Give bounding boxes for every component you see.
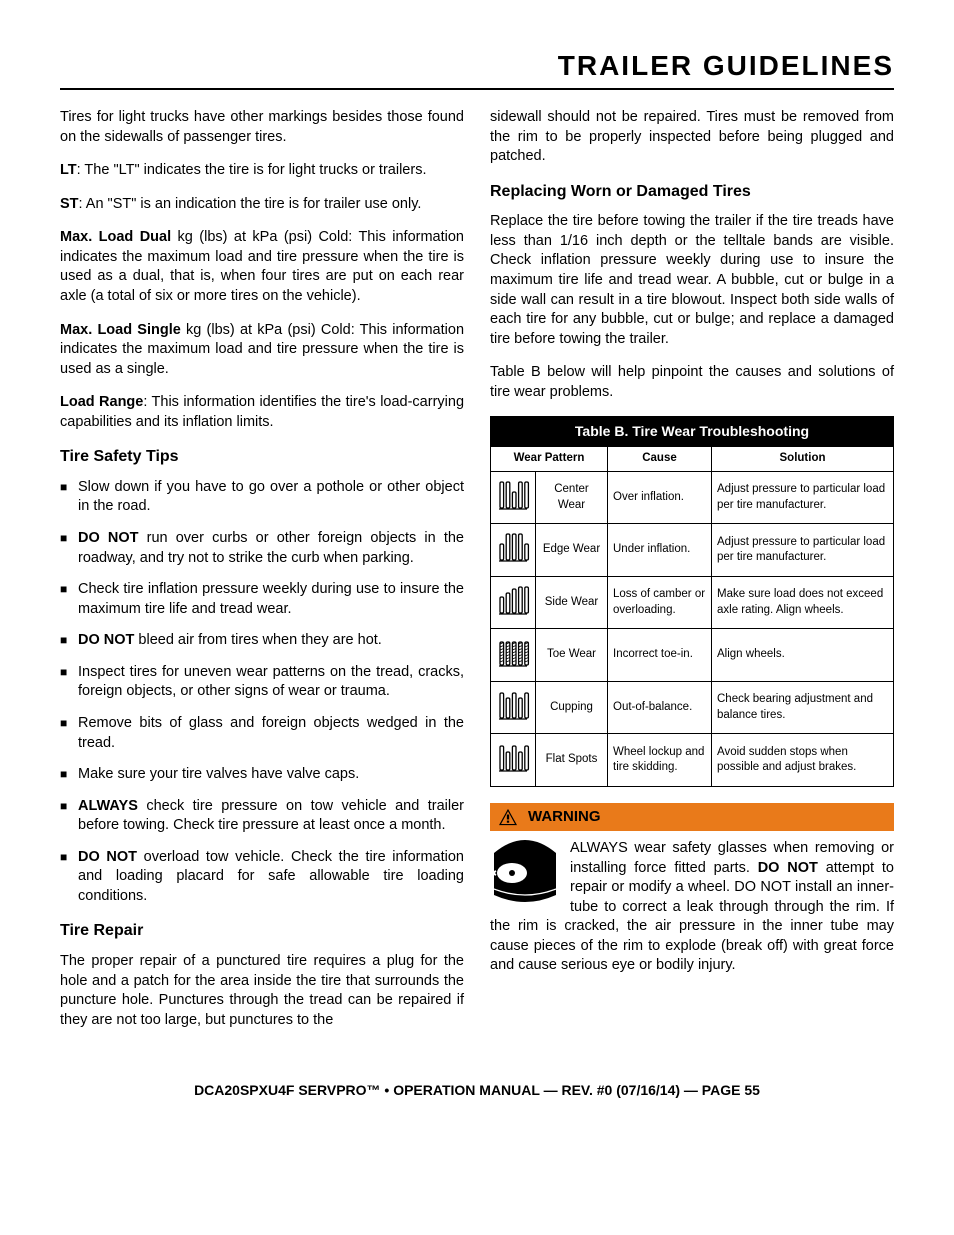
safety-tip-item: Remove bits of glass and foreign objects…	[60, 714, 464, 753]
intro-paragraph: Tires for light trucks have other markin…	[60, 108, 464, 147]
table-row: Side WearLoss of camber or overloading.M…	[491, 576, 894, 629]
safety-tip-item: Check tire inflation pressure weekly dur…	[60, 580, 464, 619]
content-columns: Tires for light trucks have other markin…	[60, 108, 894, 1044]
st-paragraph: ST: An "ST" is an indication the tire is…	[60, 195, 464, 215]
wear-solution: Adjust pressure to particular load per t…	[712, 471, 894, 524]
page-title: TRAILER GUIDELINES	[60, 50, 894, 82]
header-wear-pattern: Wear Pattern	[491, 447, 608, 472]
wear-solution: Avoid sudden stops when possible and adj…	[712, 734, 894, 787]
page-footer: DCA20SPXU4F SERVPRO™ • OPERATION MANUAL …	[60, 1082, 894, 1098]
wear-pattern-icon	[491, 734, 536, 787]
lt-paragraph: LT: The "LT" indicates the tire is for l…	[60, 161, 464, 181]
wear-cause: Under inflation.	[608, 524, 712, 577]
table-intro-paragraph: Table B below will help pinpoint the cau…	[490, 363, 894, 402]
safety-tip-item: Inspect tires for uneven wear patterns o…	[60, 663, 464, 702]
tire-repair-paragraph: The proper repair of a punctured tire re…	[60, 952, 464, 1030]
wear-cause: Over inflation.	[608, 471, 712, 524]
wear-cause: Wheel lockup and tire skidding.	[608, 734, 712, 787]
table-row: Flat SpotsWheel lockup and tire skidding…	[491, 734, 894, 787]
safety-tip-item: DO NOT run over curbs or other foreign o…	[60, 529, 464, 568]
warning-box: WARNING ALWAYS wear safety glasses when …	[490, 803, 894, 976]
safety-tip-item: Slow down if you have to go over a potho…	[60, 478, 464, 517]
table-row: Edge WearUnder inflation.Adjust pressure…	[491, 524, 894, 577]
warning-header: WARNING	[490, 803, 894, 831]
tire-repair-heading: Tire Repair	[60, 920, 464, 942]
wear-cause: Incorrect toe-in.	[608, 629, 712, 682]
right-column: sidewall should not be repaired. Tires m…	[490, 108, 894, 1044]
load-range-paragraph: Load Range: This information identifies …	[60, 393, 464, 432]
wear-pattern-icon	[491, 576, 536, 629]
header-cause: Cause	[608, 447, 712, 472]
table-row: Center WearOver inflation.Adjust pressur…	[491, 471, 894, 524]
tire-wear-table-wrap: Table B. Tire Wear Troubleshooting Wear …	[490, 416, 894, 787]
max-load-dual-paragraph: Max. Load Dual kg (lbs) at kPa (psi) Col…	[60, 228, 464, 306]
safety-tip-item: DO NOT overload tow vehicle. Check the t…	[60, 848, 464, 907]
wear-cause: Loss of camber or overloading.	[608, 576, 712, 629]
wear-solution: Adjust pressure to particular load per t…	[712, 524, 894, 577]
wear-pattern-name: Edge Wear	[536, 524, 608, 577]
wear-pattern-name: Cupping	[536, 681, 608, 734]
safety-tips-list: Slow down if you have to go over a potho…	[60, 478, 464, 907]
safety-tip-item: ALWAYS check tire pressure on tow vehicl…	[60, 797, 464, 836]
wear-pattern-name: Side Wear	[536, 576, 608, 629]
wear-solution: Align wheels.	[712, 629, 894, 682]
wear-cause: Out-of-balance.	[608, 681, 712, 734]
wear-pattern-name: Toe Wear	[536, 629, 608, 682]
safety-tip-item: Make sure your tire valves have valve ca…	[60, 765, 464, 785]
warning-body: ALWAYS wear safety glasses when removing…	[490, 831, 894, 976]
max-load-single-paragraph: Max. Load Single kg (lbs) at kPa (psi) C…	[60, 321, 464, 380]
wear-solution: Check bearing adjustment and balance tir…	[712, 681, 894, 734]
header-solution: Solution	[712, 447, 894, 472]
warning-do-not: DO NOT	[758, 860, 818, 876]
wear-solution: Make sure load does not exceed axle rati…	[712, 576, 894, 629]
safety-glasses-icon	[490, 839, 560, 903]
wear-pattern-name: Center Wear	[536, 471, 608, 524]
replacing-tires-paragraph: Replace the tire before towing the trail…	[490, 212, 894, 349]
title-rule	[60, 88, 894, 90]
replacing-tires-heading: Replacing Worn or Damaged Tires	[490, 181, 894, 203]
tire-wear-table: Table B. Tire Wear Troubleshooting Wear …	[490, 416, 894, 787]
wear-pattern-icon	[491, 471, 536, 524]
wear-pattern-name: Flat Spots	[536, 734, 608, 787]
table-row: CuppingOut-of-balance.Check bearing adju…	[491, 681, 894, 734]
tire-safety-heading: Tire Safety Tips	[60, 446, 464, 468]
warning-triangle-icon	[498, 808, 518, 826]
wear-pattern-icon	[491, 629, 536, 682]
left-column: Tires for light trucks have other markin…	[60, 108, 464, 1044]
wear-pattern-icon	[491, 524, 536, 577]
wear-pattern-icon	[491, 681, 536, 734]
safety-tip-item: DO NOT bleed air from tires when they ar…	[60, 631, 464, 651]
warning-label: WARNING	[528, 807, 601, 827]
sidewall-continuation: sidewall should not be repaired. Tires m…	[490, 108, 894, 167]
table-row: Toe WearIncorrect toe-in.Align wheels.	[491, 629, 894, 682]
table-caption: Table B. Tire Wear Troubleshooting	[491, 417, 894, 447]
